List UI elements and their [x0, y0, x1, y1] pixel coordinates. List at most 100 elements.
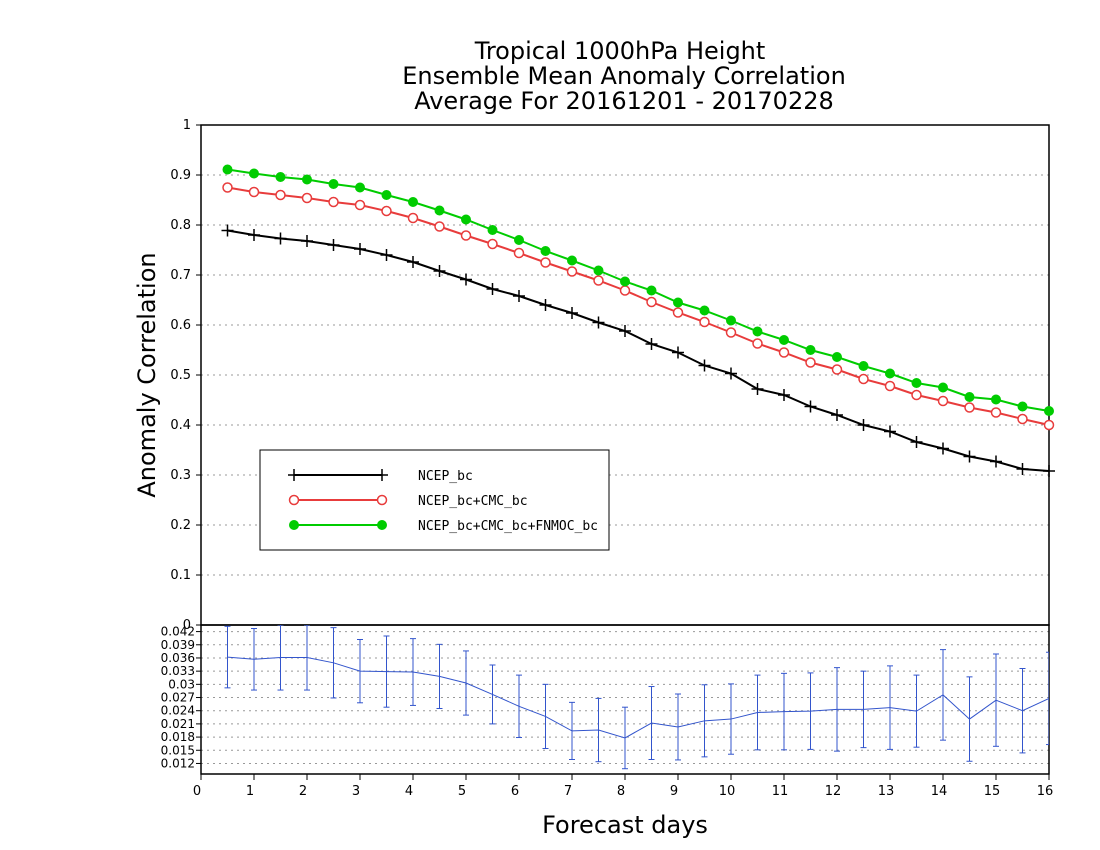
- y-tick-label: 0: [183, 618, 191, 633]
- data-point: [619, 325, 631, 337]
- series-line: [227, 229, 1050, 472]
- data-point: [381, 190, 392, 200]
- data-point: [487, 238, 498, 250]
- legend-marker: [376, 494, 388, 506]
- data-point: [646, 296, 657, 308]
- error-bar: [860, 670, 867, 749]
- title-line-1: Tropical 1000hPa Height: [474, 37, 766, 65]
- data-point: [434, 205, 445, 216]
- data-point: [672, 346, 684, 359]
- data-point: [354, 199, 366, 211]
- y-tick-label: 0.033: [161, 664, 195, 678]
- data-point: [539, 299, 552, 311]
- x-tick-label: 6: [511, 784, 519, 799]
- data-point: [407, 256, 419, 268]
- data-point: [592, 316, 605, 329]
- y-axis-title: Anomaly Correlation: [133, 252, 161, 497]
- data-point: [328, 196, 339, 208]
- error-bar: [357, 639, 363, 704]
- x-tick-label: 4: [405, 784, 413, 799]
- data-point: [566, 307, 578, 319]
- x-tick-label: 8: [617, 784, 625, 799]
- data-point: [672, 307, 684, 318]
- data-point: [248, 229, 260, 241]
- error-bar: [224, 625, 231, 689]
- series-3: [222, 164, 1054, 416]
- data-point: [486, 283, 499, 295]
- x-tick-label: 11: [772, 784, 789, 799]
- x-tick-label: 12: [825, 784, 842, 799]
- legend-entry: NCEP_bc+CMC_bc: [288, 494, 528, 509]
- x-tick-label: 15: [984, 784, 1001, 799]
- data-point: [725, 367, 737, 380]
- data-point: [460, 273, 472, 286]
- x-tick-label: 3: [352, 784, 360, 799]
- y-tick-label: 0.024: [161, 704, 195, 718]
- data-point: [857, 419, 870, 431]
- data-point: [407, 212, 419, 224]
- legend-marker: [288, 469, 300, 481]
- data-point: [911, 378, 922, 388]
- x-tick-label: 0: [193, 784, 201, 799]
- error-bar: [622, 706, 628, 770]
- error-bar: [701, 684, 708, 758]
- data-point: [831, 409, 843, 421]
- y-tick-label: 1: [183, 118, 191, 133]
- data-point: [355, 182, 365, 193]
- y-tick-label: 0.039: [161, 638, 195, 652]
- data-point: [408, 197, 418, 207]
- data-point: [221, 224, 234, 237]
- legend: NCEP_bc NCEP_bc+CMC_bc NCEP_bc+CMC_bc+FNMO…: [259, 449, 610, 551]
- errorbar-layer: [224, 625, 1049, 770]
- error-bar: [966, 676, 973, 762]
- errorbar-series: [224, 625, 1049, 770]
- data-point: [884, 425, 896, 438]
- x-tick-label: 2: [299, 784, 307, 799]
- error-bar: [1019, 668, 1026, 754]
- data-point: [964, 402, 975, 413]
- data-point: [302, 174, 312, 185]
- legend-marker: [288, 494, 300, 506]
- data-point: [804, 400, 817, 413]
- data-point: [461, 214, 471, 225]
- x-tick-label: 9: [670, 784, 678, 799]
- data-point: [514, 235, 524, 245]
- y-tick-label: 0.012: [161, 756, 195, 770]
- error-bar: [542, 683, 549, 750]
- data-point: [1016, 463, 1029, 475]
- data-point: [805, 345, 816, 355]
- error-bar: [410, 638, 416, 706]
- data-point: [275, 172, 286, 182]
- data-point: [963, 450, 976, 463]
- error-bar: [463, 650, 469, 716]
- error-bar: [728, 683, 734, 755]
- data-point: [460, 230, 472, 241]
- series-layer: [221, 164, 1055, 477]
- data-point: [991, 394, 1001, 405]
- legend-marker: [376, 469, 388, 481]
- y-tick-label: 0.2: [170, 518, 191, 533]
- data-point: [381, 205, 392, 217]
- error-bar: [330, 627, 337, 699]
- top-y-axis: 0 0.1 0.2 0.3 0.4 0.5 0.6 0.7 0.8 0.9 1: [170, 118, 201, 633]
- data-point: [698, 359, 711, 372]
- data-point: [513, 247, 525, 259]
- data-point: [990, 455, 1002, 468]
- data-point: [327, 239, 340, 251]
- data-point: [274, 232, 287, 245]
- error-bar: [383, 635, 390, 708]
- y-tick-label: 0.8: [170, 218, 191, 233]
- series-line: [227, 186, 1050, 426]
- error-bar: [834, 667, 840, 752]
- data-point: [964, 392, 975, 402]
- data-point: [222, 182, 233, 193]
- error-bar: [887, 665, 893, 750]
- data-point: [778, 389, 790, 401]
- data-point: [990, 407, 1002, 418]
- error-bar: [516, 674, 522, 739]
- data-point: [301, 235, 313, 247]
- data-point: [222, 164, 233, 175]
- data-point: [645, 338, 658, 350]
- error-bar: [675, 693, 681, 761]
